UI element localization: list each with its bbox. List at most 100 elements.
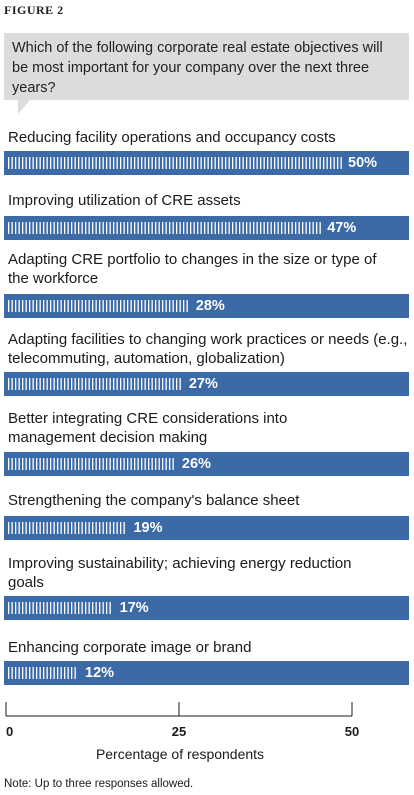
x-tick-label-0: 0 (6, 724, 14, 739)
bar-value-label-1: 50% (348, 155, 378, 171)
bar-tick-mark (50, 300, 52, 312)
bar-tick-mark (144, 378, 146, 390)
bar-tick-mark (15, 522, 17, 534)
bar-tick-mark (235, 157, 237, 169)
bar-tick-mark (165, 222, 167, 234)
bar-tick-mark (25, 157, 27, 169)
bar-tick-mark (60, 602, 62, 614)
bar-tick-mark (137, 222, 139, 234)
bar-tick-mark (50, 458, 52, 470)
bar-tick-mark (253, 222, 255, 234)
bar-tick-mark (99, 300, 101, 312)
bar-tick-mark (144, 222, 146, 234)
bar-tick-mark (120, 458, 122, 470)
bar-tick-mark (267, 157, 269, 169)
bar-tick-mark (39, 157, 41, 169)
bar-tick-mark (39, 378, 41, 390)
bar-tick-mark (78, 300, 80, 312)
bar-tick-mark (64, 300, 66, 312)
bar-tick-mark (211, 222, 213, 234)
bar-tick-mark (113, 378, 115, 390)
bar-tick-mark (50, 157, 52, 169)
bar-tick-mark (92, 300, 94, 312)
bar-tick-mark (148, 300, 150, 312)
bar-tick-mark (57, 458, 59, 470)
bar-tick-mark (179, 300, 181, 312)
bar-tick-mark (8, 458, 10, 470)
bar-tick-mark (148, 458, 150, 470)
bar-tick-mark (67, 378, 69, 390)
bar-tick-mark (144, 300, 146, 312)
bar-tick-mark (22, 378, 24, 390)
bar-tick-mark (312, 222, 314, 234)
bar-tick-mark (330, 157, 332, 169)
bar-tick-mark (323, 157, 325, 169)
bar-tick-mark (249, 157, 251, 169)
bar-tick-mark (232, 157, 234, 169)
bar-tick-mark (130, 157, 132, 169)
bar-2 (8, 222, 321, 234)
bar-tick-mark (274, 222, 276, 234)
bar-tick-mark (239, 222, 241, 234)
bar-tick-mark (127, 300, 129, 312)
bar-tick-mark (109, 157, 111, 169)
bar-tick-mark (134, 458, 136, 470)
bar-tick-mark (39, 602, 41, 614)
bar-tick-mark (295, 157, 297, 169)
category-label-3: Adapting CRE portfolio to changes in the… (8, 251, 377, 287)
bar-tick-mark (333, 157, 335, 169)
bar-tick-mark (221, 157, 223, 169)
bar-tick-mark (204, 222, 206, 234)
bar-tick-mark (53, 378, 55, 390)
bar-tick-mark (263, 222, 265, 234)
bar-tick-mark (134, 222, 136, 234)
bar-tick-mark (81, 602, 83, 614)
bar-tick-mark (88, 602, 90, 614)
bar-tick-mark (88, 157, 90, 169)
bar-tick-mark (71, 458, 73, 470)
bar-tick-mark (71, 300, 73, 312)
bar-tick-mark (43, 300, 45, 312)
bar-tick-mark (172, 458, 174, 470)
bar-tick-mark (158, 378, 160, 390)
bar-tick-mark (305, 157, 307, 169)
bar-tick-mark (57, 222, 59, 234)
bar-tick-mark (88, 522, 90, 534)
bar-tick-mark (214, 157, 216, 169)
bar-tick-mark (232, 222, 234, 234)
bar-tick-mark (43, 667, 45, 679)
bar-tick-mark (309, 157, 311, 169)
bar-tick-mark (15, 667, 17, 679)
bar-tick-mark (130, 378, 132, 390)
bar-tick-mark (109, 602, 111, 614)
bar-tick-mark (144, 157, 146, 169)
bar-tick-mark (326, 157, 328, 169)
bar-tick-mark (109, 522, 111, 534)
bar-tick-mark (102, 222, 104, 234)
bar-tick-mark (32, 378, 34, 390)
bar-tick-mark (288, 222, 290, 234)
bar-tick-mark (29, 222, 31, 234)
bar-tick-mark (218, 157, 220, 169)
bar-tick-mark (78, 522, 80, 534)
bar-tick-mark (102, 522, 104, 534)
bar-tick-mark (172, 378, 174, 390)
bar-tick-mark (169, 157, 171, 169)
bar-tick-mark (81, 157, 83, 169)
bar-tick-mark (99, 378, 101, 390)
bar-tick-mark (197, 222, 199, 234)
bar-tick-mark (155, 300, 157, 312)
bar-tick-mark (43, 222, 45, 234)
bar-tick-mark (46, 602, 48, 614)
bar-value-label-3: 28% (195, 298, 225, 314)
footnote: Note: Up to three responses allowed. (4, 778, 194, 790)
bar-tick-mark (235, 222, 237, 234)
bar-tick-mark (18, 458, 20, 470)
bar-tick-mark (298, 157, 300, 169)
bar-tick-mark (127, 458, 129, 470)
bar-tick-mark (29, 157, 31, 169)
bar-tick-mark (64, 602, 66, 614)
bar-tick-mark (78, 157, 80, 169)
bar-tick-mark (74, 222, 76, 234)
bar-track-3: 28% (4, 294, 409, 318)
